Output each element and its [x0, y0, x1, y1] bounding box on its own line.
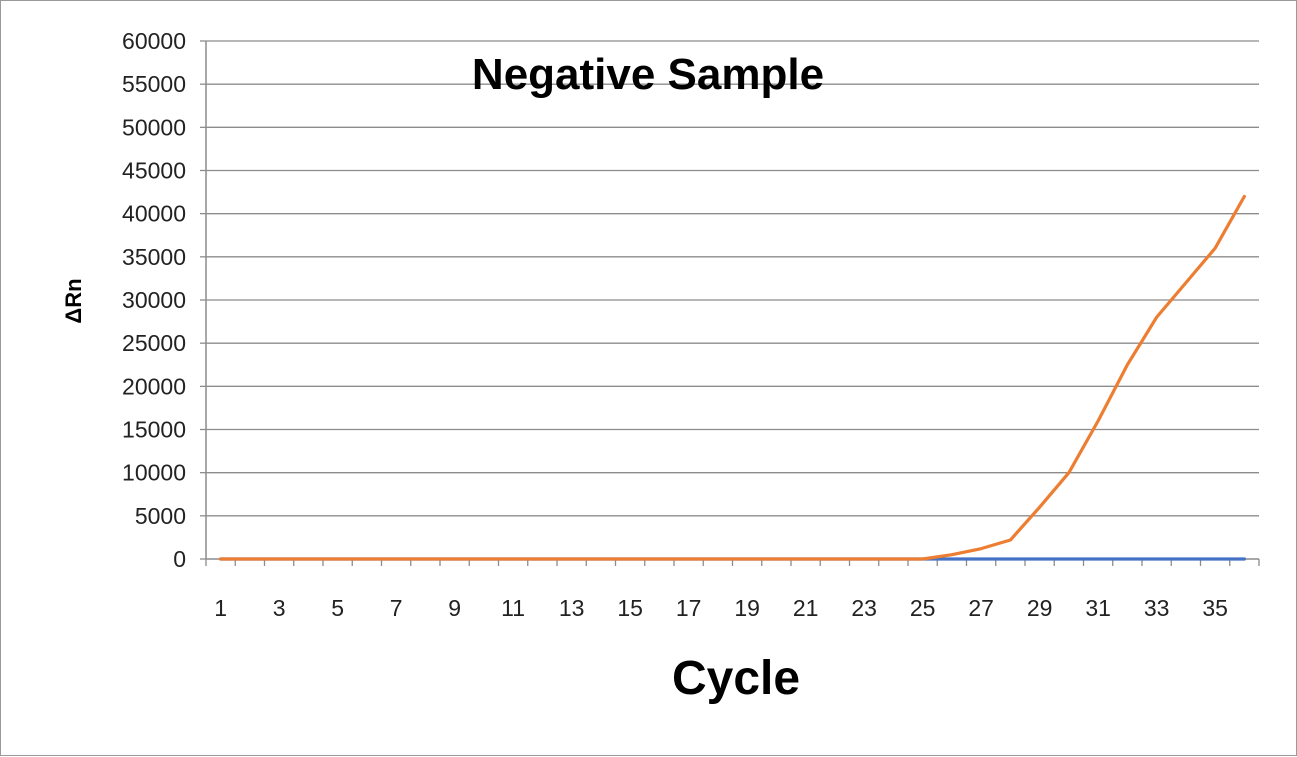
- x-tick-label: 25: [910, 595, 936, 621]
- y-tick-label: 35000: [122, 244, 186, 270]
- y-tick-label: 40000: [122, 201, 186, 227]
- x-tick-label: 17: [676, 595, 702, 621]
- x-tick-label: 3: [273, 595, 286, 621]
- y-tick-label: 10000: [122, 460, 186, 486]
- series-lines: [219, 194, 1246, 561]
- y-tick-label: 30000: [122, 287, 186, 313]
- y-tick-label: 20000: [122, 373, 186, 399]
- y-tick-label: 25000: [122, 330, 186, 356]
- y-tick-label: 50000: [122, 114, 186, 140]
- x-tick-label: 15: [617, 595, 643, 621]
- y-tick-label: 55000: [122, 71, 186, 97]
- x-tick-label: 9: [448, 595, 461, 621]
- x-tick-label: 29: [1027, 595, 1053, 621]
- x-tick-label: 13: [559, 595, 585, 621]
- x-tick-label: 31: [1085, 595, 1111, 621]
- chart-title: Negative Sample: [472, 50, 824, 99]
- y-tick-label: 15000: [122, 417, 186, 443]
- axes: [200, 40, 1260, 566]
- x-tick-labels: 1 3 5 7 9 11 13 15 17 19 21 23 25 27 29 31 33 35: [214, 595, 1228, 621]
- x-tick-label: 23: [851, 595, 877, 621]
- gridlines: [206, 40, 1259, 517]
- y-tick-label: 60000: [122, 28, 186, 54]
- x-tick-label: 11: [501, 595, 525, 621]
- y-tick-labels: 0 5000 10000 15000 20000 25000 30000 35000 40000…: [122, 28, 186, 572]
- series-line-2: [219, 194, 1246, 561]
- x-axis-label: Cycle: [672, 652, 800, 705]
- x-tick-label: 7: [390, 595, 403, 621]
- x-tick-label: 19: [734, 595, 760, 621]
- y-axis-label: ΔRn: [61, 278, 86, 323]
- x-tick-label: 33: [1144, 595, 1170, 621]
- x-tick-label: 1: [214, 595, 227, 621]
- y-tick-label: 45000: [122, 158, 186, 184]
- y-tick-label: 5000: [135, 503, 186, 529]
- x-tick-label: 27: [968, 595, 994, 621]
- y-tick-label: 0: [173, 546, 186, 572]
- x-tick-label: 21: [793, 595, 819, 621]
- x-tick-label: 5: [331, 595, 344, 621]
- x-tick-label: 35: [1202, 595, 1228, 621]
